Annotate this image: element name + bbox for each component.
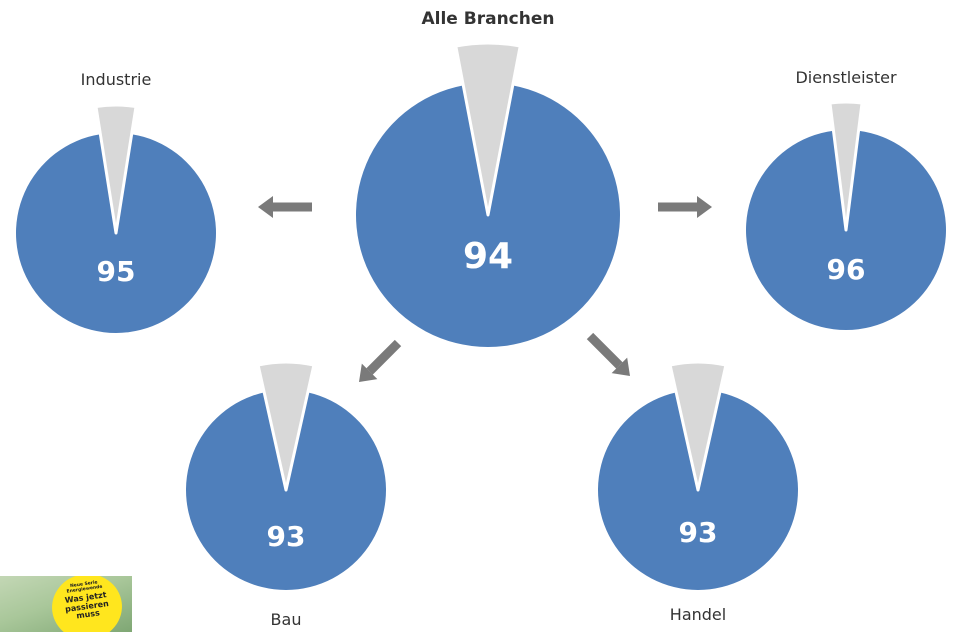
- pie-2: 95 Industrie: [16, 70, 217, 333]
- arrow-3-line: [366, 339, 402, 375]
- arrow-2-head: [697, 196, 712, 218]
- arrows-layer: [258, 196, 712, 382]
- pie-1-value-label: 94: [463, 236, 513, 277]
- pie-1-title: Alle Branchen: [422, 9, 555, 29]
- pie-4-value-label: 93: [267, 520, 306, 553]
- pie-5: 93 Handel: [598, 360, 798, 624]
- pie-2-value-label: 95: [97, 255, 136, 288]
- pies-layer: 94 Alle Branchen 95 Industrie 96 Dienstleiste…: [16, 9, 946, 629]
- thumbnail-badge: Neue Serie Energiewende Was jetzt passie…: [47, 576, 127, 632]
- pie-2-remainder-slice: [94, 103, 138, 235]
- arrow-4-head: [611, 357, 630, 376]
- pie-5-remainder-slice: [668, 360, 728, 492]
- pie-5-title: Handel: [670, 605, 726, 624]
- pie-1-remainder-slice: [454, 41, 522, 217]
- arrow-4-line: [586, 332, 623, 369]
- arrow-1-head: [258, 196, 273, 218]
- pie-4: 93 Bau: [186, 360, 387, 629]
- pie-4-remainder-slice: [256, 360, 316, 492]
- thumbnail-image[interactable]: Neue Serie Energiewende Was jetzt passie…: [0, 576, 132, 632]
- pie-1: 94 Alle Branchen: [356, 9, 620, 348]
- pie-4-title: Bau: [271, 610, 302, 629]
- pie-3-remainder-slice: [828, 100, 864, 232]
- arrow-3-head: [359, 363, 378, 382]
- pie-5-value-label: 93: [679, 516, 718, 549]
- pie-2-title: Industrie: [81, 70, 152, 89]
- pie-3-value-label: 96: [827, 253, 866, 286]
- pie-3: 96 Dienstleister: [745, 68, 946, 330]
- pie-3-title: Dienstleister: [795, 68, 897, 87]
- thumbnail-badge-text: Was jetzt passieren muss: [64, 590, 110, 621]
